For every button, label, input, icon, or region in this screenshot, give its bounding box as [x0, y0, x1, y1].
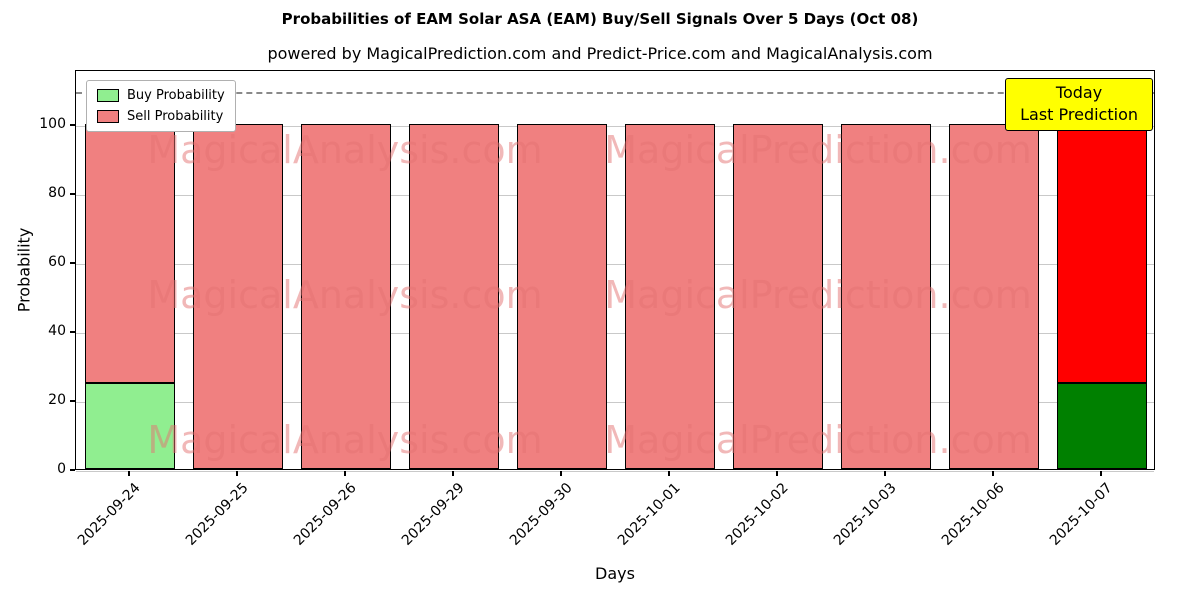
y-tick-label: 100 [39, 116, 66, 133]
sell-bar [949, 124, 1039, 469]
y-tick-mark [70, 400, 75, 402]
x-tick-label: 2025-09-26 [290, 480, 360, 549]
x-tick-mark [344, 471, 346, 476]
gridline [76, 195, 1154, 197]
y-tick-mark [70, 469, 75, 471]
watermark: MagicalPrediction.com [604, 418, 1032, 462]
legend-label-sell: Sell Probability [127, 109, 224, 124]
sell-bar [1057, 124, 1147, 383]
sell-bar [841, 124, 931, 469]
watermark: MagicalPrediction.com [604, 128, 1032, 172]
buy-swatch-icon [97, 89, 119, 102]
x-tick-mark [1100, 471, 1102, 476]
x-axis-label: Days [595, 564, 635, 583]
annotation-line-1: Today [1055, 83, 1103, 102]
y-tick-label: 80 [48, 185, 66, 202]
x-tick-mark [128, 471, 130, 476]
x-tick-label: 2025-09-24 [74, 480, 144, 549]
gridline [76, 126, 1154, 128]
sell-swatch-icon [97, 110, 119, 123]
gridline [76, 471, 1154, 472]
x-tick-mark [992, 471, 994, 476]
legend-entry-buy: Buy Probability [97, 88, 225, 103]
plot-area: Buy Probability Sell Probability Today L… [75, 70, 1155, 472]
sell-bar [85, 124, 175, 383]
legend-label-buy: Buy Probability [127, 88, 225, 103]
annotation-line-2: Last Prediction [1020, 105, 1138, 125]
x-tick-label: 2025-10-02 [722, 480, 792, 549]
y-tick-label: 60 [48, 254, 66, 271]
x-tick-label: 2025-09-30 [506, 480, 576, 549]
x-tick-label: 2025-10-03 [830, 480, 900, 549]
sell-bar [733, 124, 823, 469]
sell-bar [301, 124, 391, 469]
x-tick-mark [236, 471, 238, 476]
x-tick-mark [452, 471, 454, 476]
x-tick-label: 2025-10-07 [1046, 480, 1116, 549]
chart-title: Probabilities of EAM Solar ASA (EAM) Buy… [281, 10, 919, 28]
y-tick-mark [70, 193, 75, 195]
x-tick-label: 2025-09-29 [398, 480, 468, 549]
legend-entry-sell: Sell Probability [97, 109, 225, 124]
y-tick-mark [70, 262, 75, 264]
gridline [76, 264, 1154, 266]
watermark: MagicalAnalysis.com [147, 418, 543, 462]
watermark: MagicalAnalysis.com [147, 273, 543, 317]
x-tick-mark [776, 471, 778, 476]
x-tick-label: 2025-10-06 [938, 480, 1008, 549]
legend: Buy Probability Sell Probability [86, 80, 236, 132]
x-tick-mark [560, 471, 562, 476]
x-tick-mark [668, 471, 670, 476]
x-tick-label: 2025-10-01 [614, 480, 684, 549]
sell-bar [409, 124, 499, 469]
y-tick-label: 20 [48, 392, 66, 409]
sell-bar [193, 124, 283, 469]
y-tick-mark [70, 124, 75, 126]
sell-bar [625, 124, 715, 469]
buy-bar [1057, 382, 1147, 469]
gridline [76, 333, 1154, 335]
threshold-dashed-line [76, 91, 1154, 94]
watermark: MagicalPrediction.com [604, 273, 1032, 317]
today-annotation: Today Last Prediction [1005, 78, 1153, 131]
y-tick-label: 0 [57, 461, 66, 477]
x-tick-mark [884, 471, 886, 476]
y-tick-mark [70, 331, 75, 333]
watermark: MagicalAnalysis.com [147, 128, 543, 172]
chart-subtitle: powered by MagicalPrediction.com and Pre… [267, 44, 933, 63]
gridline [76, 402, 1154, 404]
y-tick-label: 40 [48, 323, 66, 340]
x-tick-label: 2025-09-25 [182, 480, 252, 549]
sell-bar [517, 124, 607, 469]
buy-bar [85, 382, 175, 469]
